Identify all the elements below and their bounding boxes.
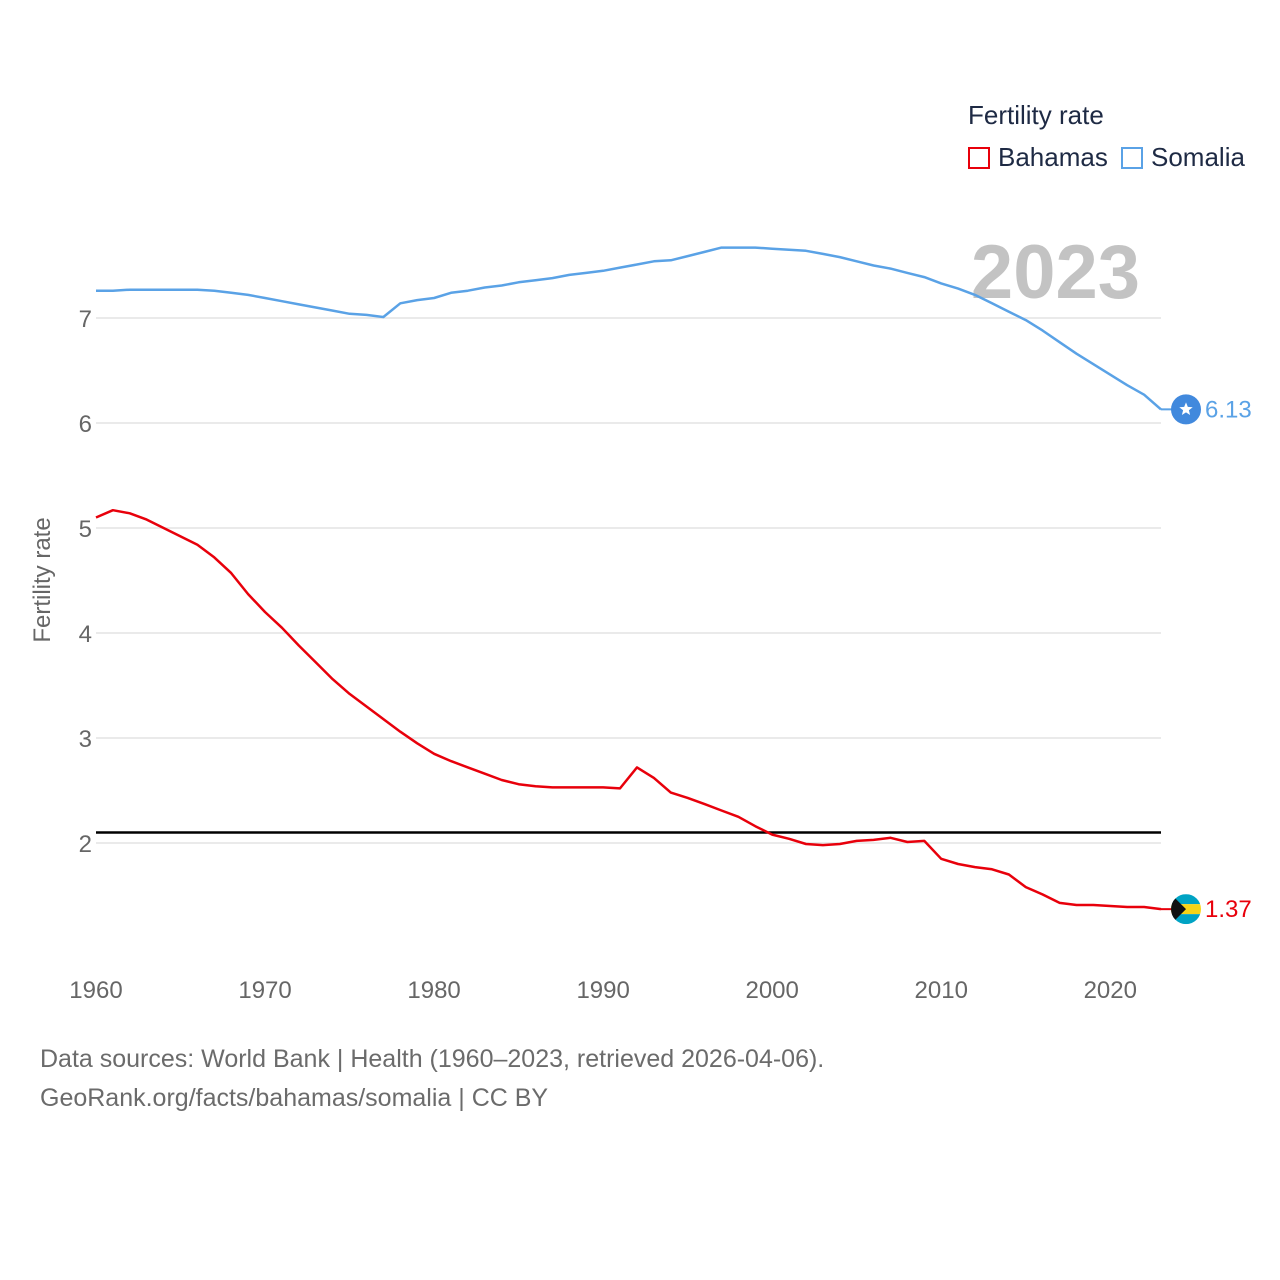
end-value-label-somalia: 6.13 — [1205, 396, 1252, 423]
footer-sources: Data sources: World Bank | Health (1960–… — [40, 1045, 825, 1073]
legend-label-somalia: Somalia — [1151, 142, 1245, 172]
year-watermark: 2023 — [971, 230, 1140, 315]
x-tick-label: 1970 — [238, 977, 291, 1004]
legend-item-bahamas[interactable]: Bahamas — [968, 142, 1108, 173]
y-tick-label: 2 — [79, 831, 92, 858]
legend-label-bahamas: Bahamas — [998, 142, 1108, 172]
somalia-flag-icon — [1171, 394, 1201, 425]
x-tick-label: 2020 — [1084, 977, 1137, 1004]
x-axis-ticks: 1960 1970 1980 1990 2000 2010 2020 — [69, 977, 1137, 1004]
y-tick-label: 5 — [79, 516, 92, 543]
legend-title: Fertility rate — [968, 100, 1104, 130]
y-tick-label: 7 — [79, 306, 92, 333]
x-tick-label: 2000 — [745, 977, 798, 1004]
y-axis-ticks: 2 3 4 5 6 7 — [79, 306, 92, 858]
y-tick-label: 4 — [79, 621, 92, 648]
x-tick-label: 2010 — [915, 977, 968, 1004]
legend-swatch-somalia — [1121, 146, 1143, 169]
series-line-somalia[interactable] — [96, 246, 1162, 411]
grid-lines — [96, 317, 1161, 844]
x-tick-label: 1990 — [576, 977, 629, 1004]
series-end-markers: 6.13 1.37 — [1161, 394, 1252, 925]
x-tick-label: 1980 — [407, 977, 460, 1004]
series-lines — [95, 246, 1162, 911]
legend-item-somalia[interactable]: Somalia — [1121, 142, 1245, 173]
legend-swatch-bahamas — [968, 146, 990, 169]
footer-credit[interactable]: GeoRank.org/facts/bahamas/somalia | CC B… — [40, 1084, 549, 1112]
bahamas-flag-icon — [1171, 894, 1201, 925]
y-tick-label: 3 — [79, 726, 92, 753]
y-axis-label: Fertility rate — [29, 517, 56, 642]
end-value-label-bahamas: 1.37 — [1205, 896, 1252, 923]
x-tick-label: 1960 — [69, 977, 122, 1004]
y-tick-label: 6 — [79, 411, 92, 438]
series-line-bahamas[interactable] — [95, 508, 1162, 911]
